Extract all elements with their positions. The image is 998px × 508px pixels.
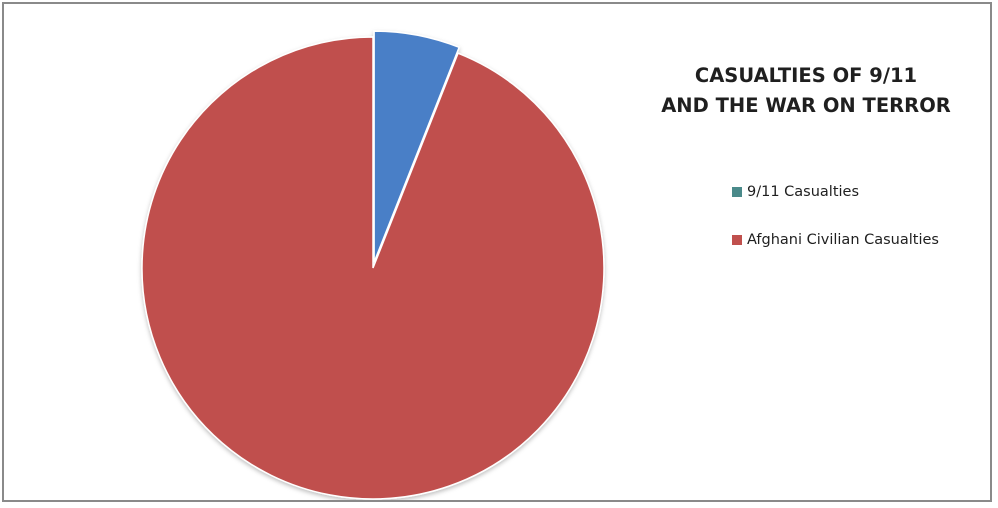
pie-slice-911-casualties xyxy=(373,30,461,263)
legend-label-afghani: Afghani Civilian Casualties xyxy=(747,232,939,248)
chart-title: CASUALTIES OF 9/11 AND THE WAR ON TERROR xyxy=(626,61,986,121)
chart-title-line-1: CASUALTIES OF 9/11 xyxy=(694,64,918,87)
legend-item-911: 9/11 Casualties xyxy=(732,180,939,204)
legend-swatch-911 xyxy=(732,187,742,197)
chart-legend: 9/11 Casualties Afghani Civilian Casualt… xyxy=(732,180,939,276)
legend-item-afghani: Afghani Civilian Casualties xyxy=(732,228,939,252)
chart-title-line-2: AND THE WAR ON TERROR xyxy=(661,94,951,117)
legend-label-911: 9/11 Casualties xyxy=(747,184,860,200)
pie-chart xyxy=(141,30,605,500)
chart-frame: CASUALTIES OF 9/11 AND THE WAR ON TERROR… xyxy=(2,2,992,502)
legend-swatch-afghani xyxy=(732,235,742,245)
pie-slice-afghani-civilian-casualties xyxy=(141,36,605,500)
